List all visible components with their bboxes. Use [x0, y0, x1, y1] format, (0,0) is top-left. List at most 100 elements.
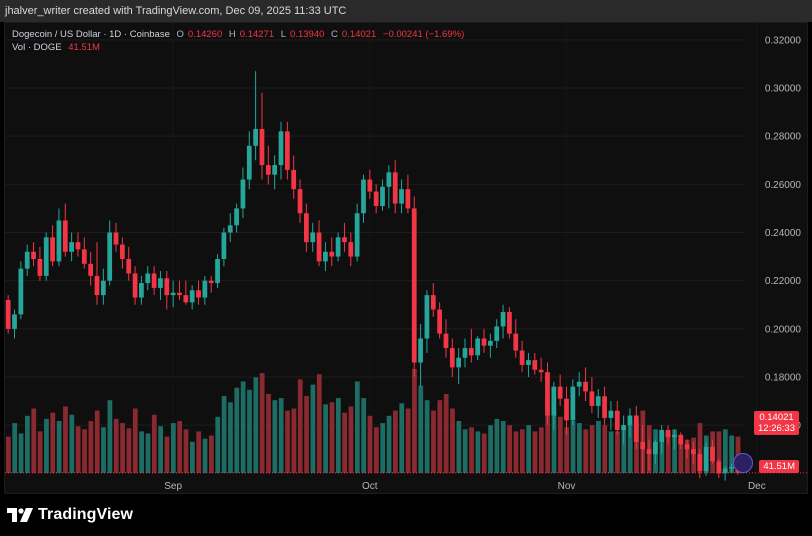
volume-bar — [69, 414, 75, 473]
candle-body — [703, 446, 709, 471]
volume-bar — [678, 435, 684, 473]
volume-bar — [335, 398, 341, 473]
volume-bar — [412, 369, 417, 473]
candle-body — [323, 251, 328, 262]
legend-high-label: H — [228, 29, 236, 40]
chart-legend: Dogecoin / US Dollar · 1D · Coinbase O 0.… — [12, 28, 468, 54]
candle-body — [43, 237, 49, 276]
legend-open-value: 0.14260 — [187, 29, 223, 40]
candle-body — [430, 295, 436, 310]
legend-close-value: 0.14021 — [341, 29, 377, 40]
volume-bar — [621, 425, 627, 473]
candle-body — [202, 280, 208, 298]
candlestick-chart[interactable]: 0.32000 0.30000 0.28000 0.26000 0.24000 0.220… — [5, 23, 808, 494]
y-tick-label: 0.28000 — [765, 132, 802, 143]
candle-body — [310, 232, 316, 243]
volume-bar — [722, 429, 728, 473]
x-tick-label: Nov — [558, 481, 576, 492]
volume-bar — [456, 421, 462, 473]
candle-body — [418, 338, 423, 363]
volume-bar — [75, 426, 81, 473]
candle-body — [678, 434, 684, 445]
volume-bar — [316, 374, 322, 473]
candle-body — [126, 259, 132, 274]
candle-body — [284, 131, 290, 170]
volume-bar — [507, 425, 512, 473]
y-tick-label: 0.18000 — [765, 373, 802, 384]
candle-body — [468, 348, 474, 356]
legend-symbol: Dogecoin / US Dollar · 1D · Coinbase — [12, 29, 170, 40]
volume-bar — [589, 425, 595, 473]
volume-bar — [450, 408, 455, 473]
volume-bar — [519, 429, 525, 473]
candle-body — [564, 398, 569, 421]
volume-bar — [164, 436, 170, 473]
candle-body — [494, 326, 500, 341]
candle-body — [120, 244, 125, 259]
volume-price-label: 41.51M — [759, 460, 799, 473]
footer: TradingView — [0, 494, 812, 536]
volume-bar — [266, 393, 271, 473]
candle-body — [500, 311, 506, 327]
volume-bar — [424, 400, 430, 473]
volume-bar — [44, 418, 49, 473]
candle-body — [272, 165, 278, 175]
volume-bar — [488, 425, 493, 473]
candle-body — [12, 314, 17, 329]
candle-body — [380, 186, 385, 207]
candle-body — [50, 237, 55, 262]
volume-bar — [228, 402, 233, 473]
legend-close-label: C — [331, 29, 338, 40]
candle-body — [69, 242, 74, 252]
legend-low-value: 0.13940 — [290, 29, 325, 40]
candle-body — [24, 251, 30, 269]
tradingview-wordmark: TradingView — [38, 506, 134, 523]
volume-bar — [431, 410, 436, 473]
volume-bar — [596, 421, 601, 473]
volume-bar — [158, 426, 164, 473]
candle-body — [164, 278, 170, 296]
candle-body — [646, 449, 652, 455]
tradingview-logo[interactable]: TradingView — [7, 506, 133, 524]
candle-body — [614, 410, 620, 430]
volume-bar — [443, 393, 449, 473]
volume-bar — [374, 427, 379, 473]
volume-bar — [304, 396, 309, 473]
bar-countdown: 12:26:33 — [758, 423, 795, 434]
attribution-bar: jhalver_writer created with TradingView.… — [0, 0, 812, 22]
volume-bar — [310, 384, 316, 473]
candle-body — [449, 348, 455, 368]
volume-bar — [494, 418, 500, 473]
volume-bar — [462, 429, 468, 473]
candle-body — [729, 467, 734, 469]
candle-body — [183, 295, 189, 303]
candle-body — [221, 232, 227, 259]
candle-body — [373, 191, 379, 207]
volume-bar — [354, 381, 360, 473]
volume-bar — [329, 402, 335, 473]
candle-body — [75, 242, 81, 250]
volume-bar — [234, 387, 240, 473]
candle-body — [177, 292, 182, 296]
candle-body — [399, 189, 404, 204]
volume-bar — [481, 433, 487, 473]
volume-bar — [564, 427, 570, 473]
candle-body — [297, 189, 303, 214]
y-tick-label: 0.26000 — [765, 180, 802, 191]
chart-pane[interactable]: 0.32000 0.30000 0.28000 0.26000 0.24000 0.220… — [4, 22, 808, 494]
volume-bar — [627, 423, 633, 473]
volume-bar — [615, 431, 620, 473]
volume-bar — [348, 406, 354, 473]
candle-body — [710, 446, 715, 462]
attribution-text: jhalver_writer created with TradingView.… — [5, 5, 347, 17]
volume-bar — [285, 410, 290, 473]
candle-body — [132, 273, 138, 298]
candle-body — [94, 275, 100, 296]
candle-body — [526, 360, 531, 365]
volume-bar — [12, 423, 18, 473]
candle-body — [265, 165, 271, 175]
candle-body — [145, 273, 151, 284]
volume-bar — [126, 428, 132, 473]
candle-body — [716, 461, 722, 474]
candle-body — [424, 295, 430, 339]
